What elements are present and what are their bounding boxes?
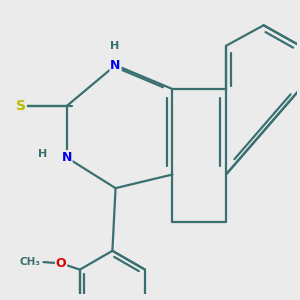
Text: N: N bbox=[110, 58, 121, 72]
Text: N: N bbox=[61, 151, 72, 164]
Text: CH₃: CH₃ bbox=[20, 257, 40, 267]
Text: S: S bbox=[16, 99, 26, 113]
Text: H: H bbox=[110, 41, 119, 51]
Text: O: O bbox=[56, 257, 66, 270]
Text: H: H bbox=[38, 149, 47, 159]
